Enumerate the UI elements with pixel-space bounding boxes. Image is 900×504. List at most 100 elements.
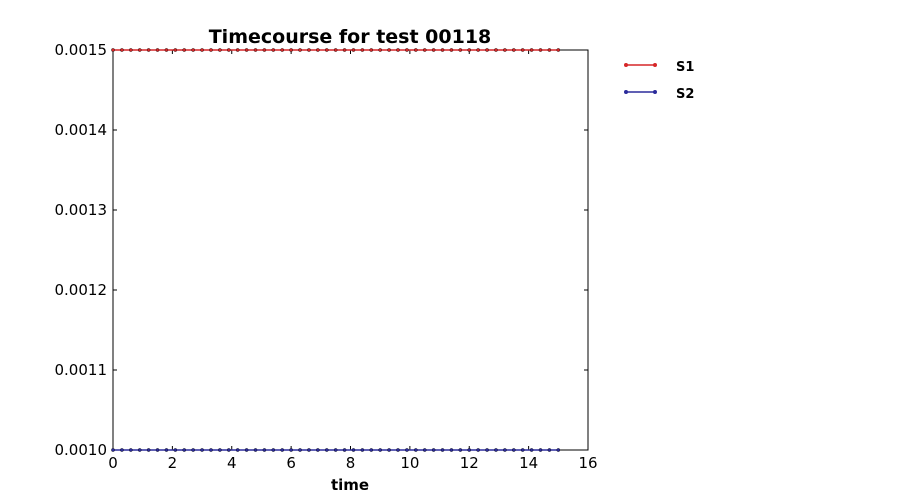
data-point-S1 <box>235 48 240 52</box>
x-tick-label: 4 <box>227 454 237 472</box>
data-point-S1 <box>511 48 516 52</box>
series-S2 <box>111 448 561 452</box>
data-point-S2 <box>520 448 525 452</box>
data-point-S1 <box>342 48 347 52</box>
data-point-S1 <box>529 48 534 52</box>
data-point-S1 <box>396 48 400 52</box>
data-point-S2 <box>218 448 222 452</box>
chart-title: Timecourse for test 00118 <box>209 26 492 48</box>
data-point-S1 <box>494 48 498 52</box>
x-tick-label: 2 <box>168 454 178 472</box>
data-point-S1 <box>218 48 222 52</box>
data-point-S2 <box>503 448 507 452</box>
legend-label: S1 <box>676 60 694 75</box>
data-point-S2 <box>440 448 445 452</box>
x-tick-label: 12 <box>460 454 479 472</box>
data-point-S1 <box>129 48 133 52</box>
data-point-S2 <box>449 448 454 452</box>
data-point-S2 <box>396 448 400 452</box>
data-point-S1 <box>503 48 507 52</box>
data-point-S1 <box>253 48 258 52</box>
data-point-S1 <box>307 48 311 52</box>
data-point-S1 <box>440 48 445 52</box>
data-point-S1 <box>360 48 365 52</box>
y-tick-label: 0.0014 <box>55 121 108 139</box>
data-point-S2 <box>485 448 489 452</box>
data-point-S1 <box>369 48 374 52</box>
data-point-S2 <box>529 448 534 452</box>
x-tick-label: 6 <box>286 454 296 472</box>
data-point-S2 <box>556 448 561 452</box>
data-point-S2 <box>342 448 347 452</box>
data-point-S2 <box>209 448 213 452</box>
data-point-S1 <box>298 48 302 52</box>
series-S1 <box>111 48 561 52</box>
y-tick-label: 0.0011 <box>55 361 108 379</box>
data-point-S2 <box>369 448 374 452</box>
legend-swatch-marker <box>624 63 628 67</box>
x-axis-label: time <box>331 476 369 494</box>
data-point-S2 <box>173 448 178 452</box>
y-tick-label: 0.0012 <box>55 281 108 299</box>
data-point-S2 <box>324 448 329 452</box>
data-point-S2 <box>422 448 427 452</box>
data-point-S1 <box>200 48 204 52</box>
data-point-S1 <box>191 48 195 52</box>
legend-label: S2 <box>676 87 694 102</box>
data-point-S2 <box>458 448 463 452</box>
data-point-S1 <box>324 48 329 52</box>
data-point-S1 <box>458 48 463 52</box>
data-point-S2 <box>271 448 276 452</box>
data-point-S2 <box>164 448 169 452</box>
data-point-S1 <box>547 48 552 52</box>
data-point-S1 <box>422 48 427 52</box>
x-tick-label: 10 <box>400 454 419 472</box>
data-point-S2 <box>511 448 516 452</box>
data-point-S1 <box>164 48 169 52</box>
data-point-S2 <box>494 448 498 452</box>
data-point-S2 <box>137 448 142 452</box>
data-point-S1 <box>333 48 338 52</box>
series-layer <box>111 48 561 452</box>
data-point-S2 <box>405 448 409 452</box>
data-point-S1 <box>485 48 489 52</box>
data-point-S2 <box>378 448 382 452</box>
x-tick-label: 14 <box>519 454 538 472</box>
data-point-S1 <box>137 48 142 52</box>
data-point-S2 <box>262 448 267 452</box>
data-point-S1 <box>414 48 418 52</box>
data-point-S1 <box>476 48 480 52</box>
data-point-S2 <box>244 448 249 452</box>
data-point-S1 <box>378 48 382 52</box>
legend-item-S1: S1 <box>624 60 694 75</box>
data-point-S1 <box>280 48 285 52</box>
legend-swatch-marker <box>624 90 628 94</box>
data-point-S1 <box>226 48 231 52</box>
data-point-S2 <box>351 448 356 452</box>
data-point-S2 <box>200 448 204 452</box>
data-point-S2 <box>111 448 115 452</box>
legend-item-S2: S2 <box>624 87 694 102</box>
data-point-S2 <box>307 448 311 452</box>
data-point-S1 <box>387 48 391 52</box>
data-point-S2 <box>280 448 285 452</box>
data-point-S1 <box>271 48 276 52</box>
data-point-S2 <box>467 448 472 452</box>
data-point-S2 <box>182 448 187 452</box>
data-point-S2 <box>146 448 151 452</box>
data-point-S1 <box>244 48 249 52</box>
y-tick-label: 0.0010 <box>55 441 108 459</box>
axis-ticks: 0 2 4 6 8 10 12 14 16 0.0010 0.0011 0.0012 0.0013 0.0… <box>55 41 598 472</box>
data-point-S1 <box>467 48 472 52</box>
data-point-S2 <box>387 448 391 452</box>
x-tick-label: 16 <box>578 454 597 472</box>
plot-area <box>112 49 589 451</box>
legend-swatch-marker <box>653 90 657 94</box>
data-point-S1 <box>173 48 178 52</box>
data-point-S2 <box>316 448 320 452</box>
data-point-S1 <box>316 48 320 52</box>
y-tick-label: 0.0015 <box>55 41 108 59</box>
data-point-S2 <box>547 448 552 452</box>
